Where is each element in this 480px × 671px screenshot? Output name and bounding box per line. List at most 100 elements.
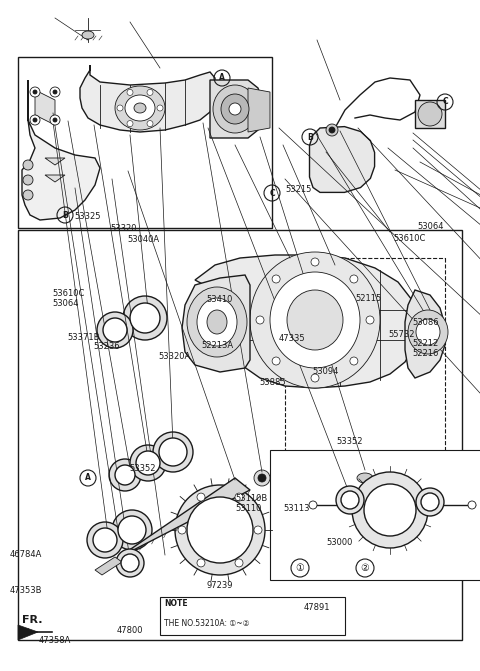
Text: 53371B: 53371B [67, 333, 100, 342]
Ellipse shape [187, 497, 253, 563]
Text: FR.: FR. [22, 615, 43, 625]
Ellipse shape [23, 175, 33, 185]
Ellipse shape [121, 554, 139, 572]
Text: 53325: 53325 [74, 212, 101, 221]
Text: 47335: 47335 [278, 334, 305, 344]
Ellipse shape [254, 470, 270, 486]
Ellipse shape [250, 252, 380, 388]
Text: 53094: 53094 [312, 366, 338, 376]
Polygon shape [100, 478, 250, 570]
Text: 53110B: 53110B [235, 494, 267, 503]
Ellipse shape [112, 510, 152, 550]
Text: 53320: 53320 [110, 223, 137, 233]
Polygon shape [22, 80, 100, 220]
Polygon shape [270, 450, 480, 580]
FancyBboxPatch shape [160, 597, 345, 635]
Ellipse shape [23, 190, 33, 200]
Ellipse shape [408, 310, 448, 354]
Ellipse shape [125, 95, 155, 121]
Ellipse shape [311, 374, 319, 382]
Ellipse shape [33, 90, 37, 94]
Text: 53086: 53086 [413, 317, 439, 327]
Text: ②: ② [360, 563, 370, 573]
Ellipse shape [147, 121, 153, 127]
Ellipse shape [468, 501, 476, 509]
Ellipse shape [53, 118, 57, 122]
Polygon shape [210, 80, 262, 138]
Text: 53320A: 53320A [158, 352, 191, 362]
Ellipse shape [352, 472, 428, 548]
Ellipse shape [421, 493, 439, 511]
Polygon shape [18, 230, 462, 640]
Ellipse shape [197, 298, 237, 346]
Ellipse shape [364, 484, 416, 536]
Text: 47800: 47800 [116, 626, 143, 635]
Text: 52213A: 52213A [202, 341, 234, 350]
Ellipse shape [272, 275, 280, 283]
Ellipse shape [197, 493, 205, 501]
Ellipse shape [116, 549, 144, 577]
Text: 53885: 53885 [259, 378, 286, 387]
Text: 53610C: 53610C [394, 234, 426, 243]
Text: 53215: 53215 [286, 185, 312, 195]
Ellipse shape [357, 473, 373, 483]
Text: 53352: 53352 [336, 437, 362, 446]
Ellipse shape [134, 103, 146, 113]
Ellipse shape [87, 522, 123, 558]
Text: C: C [269, 189, 275, 197]
Text: 53113: 53113 [283, 504, 310, 513]
Ellipse shape [229, 103, 241, 115]
Ellipse shape [311, 258, 319, 266]
Ellipse shape [287, 290, 343, 350]
Text: 97239: 97239 [206, 580, 233, 590]
Text: B: B [62, 211, 68, 219]
Ellipse shape [159, 438, 187, 466]
Polygon shape [195, 255, 418, 388]
Text: 52115: 52115 [355, 294, 382, 303]
Ellipse shape [178, 526, 186, 534]
Ellipse shape [50, 87, 60, 97]
Ellipse shape [418, 102, 442, 126]
Text: 53000: 53000 [326, 537, 353, 547]
Ellipse shape [350, 275, 358, 283]
Polygon shape [35, 90, 55, 125]
Text: ①: ① [296, 563, 304, 573]
Ellipse shape [30, 87, 40, 97]
Text: 53236: 53236 [94, 342, 120, 352]
Ellipse shape [221, 94, 249, 124]
Ellipse shape [341, 491, 359, 509]
Text: B: B [307, 132, 313, 142]
Ellipse shape [109, 459, 141, 491]
Ellipse shape [136, 451, 160, 475]
Polygon shape [18, 625, 38, 640]
Ellipse shape [258, 474, 266, 482]
Polygon shape [18, 57, 272, 228]
Ellipse shape [235, 493, 243, 501]
Polygon shape [80, 65, 215, 132]
Text: 53064: 53064 [418, 222, 444, 231]
Ellipse shape [147, 89, 153, 95]
Ellipse shape [127, 121, 133, 127]
Text: 46784A: 46784A [10, 550, 42, 560]
Text: 52212: 52212 [413, 339, 439, 348]
Ellipse shape [103, 318, 127, 342]
Polygon shape [405, 290, 445, 378]
Ellipse shape [50, 115, 60, 125]
Polygon shape [95, 557, 122, 575]
Ellipse shape [309, 501, 317, 509]
Ellipse shape [117, 105, 123, 111]
Ellipse shape [254, 526, 262, 534]
Ellipse shape [272, 357, 280, 365]
Text: NOTE: NOTE [164, 599, 188, 607]
Ellipse shape [329, 127, 335, 133]
Text: 47358A: 47358A [39, 636, 72, 646]
Polygon shape [248, 88, 270, 132]
Text: 53410: 53410 [206, 295, 233, 305]
Ellipse shape [416, 319, 440, 345]
Ellipse shape [187, 287, 247, 357]
Ellipse shape [23, 160, 33, 170]
Text: A: A [85, 474, 91, 482]
Text: 47353B: 47353B [10, 586, 42, 595]
Ellipse shape [197, 559, 205, 567]
Text: THE NO.53210A: ①~②: THE NO.53210A: ①~② [164, 619, 250, 627]
